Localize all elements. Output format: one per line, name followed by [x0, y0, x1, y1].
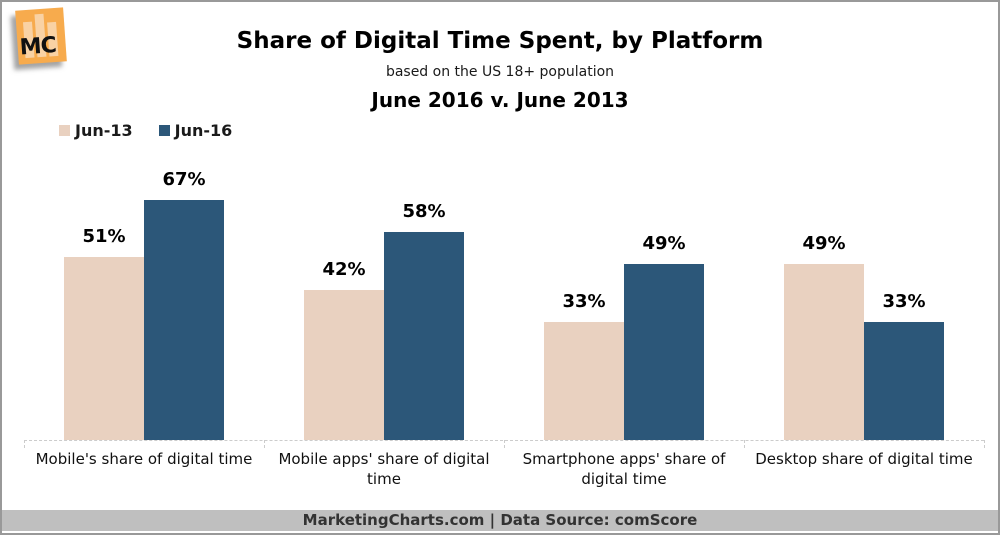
x-axis-tick — [984, 440, 985, 448]
legend-item-jun16: Jun-16 — [158, 121, 233, 140]
bar-value-label: 33% — [882, 291, 926, 312]
source-bar: MarketingCharts.com | Data Source: comSc… — [2, 510, 998, 531]
bar-jun-13-group1 — [64, 257, 144, 440]
bar-value-label: 58% — [402, 201, 446, 222]
category-label: Smartphone apps' share of digital time — [522, 450, 726, 488]
legend: Jun-13 Jun-16 — [59, 121, 232, 140]
legend-item-jun13: Jun-13 — [59, 121, 133, 140]
bar-value-label: 67% — [162, 169, 206, 190]
bar-jun-16-group4 — [864, 322, 944, 440]
bar-jun-13-group4 — [784, 264, 864, 440]
bar-jun-13-group3 — [544, 322, 624, 440]
chart-subtitle: based on the US 18+ population — [385, 64, 615, 80]
category-label: Mobile apps' share of digital time — [278, 450, 490, 488]
category-label: Mobile's share of digital time — [35, 450, 253, 468]
bar-value-label: 49% — [802, 233, 846, 254]
bar-jun-16-group3 — [624, 264, 704, 440]
legend-label-jun13: Jun-13 — [75, 121, 133, 140]
chart-title: Share of Digital Time Spent, by Platform — [236, 28, 764, 54]
legend-label-jun16: Jun-16 — [174, 121, 233, 140]
source-text: MarketingCharts.com | Data Source: comSc… — [302, 511, 698, 529]
bar-value-label: 33% — [562, 291, 606, 312]
legend-swatch-jun16-icon — [158, 125, 170, 136]
bar-jun-16-group2 — [384, 232, 464, 440]
legend-swatch-jun13-icon — [59, 125, 70, 136]
bar-jun-16-group1 — [144, 200, 224, 440]
x-axis-tick — [504, 440, 505, 448]
x-axis-tick — [744, 440, 745, 448]
category-label: Desktop share of digital time — [755, 450, 973, 468]
bar-value-label: 42% — [322, 259, 366, 280]
x-axis-tick — [24, 440, 25, 448]
x-axis-tick — [264, 440, 265, 448]
chart-period: June 2016 v. June 2013 — [371, 88, 629, 112]
bar-value-label: 51% — [82, 226, 126, 247]
bar-value-label: 49% — [642, 233, 686, 254]
bar-jun-13-group2 — [304, 290, 384, 440]
